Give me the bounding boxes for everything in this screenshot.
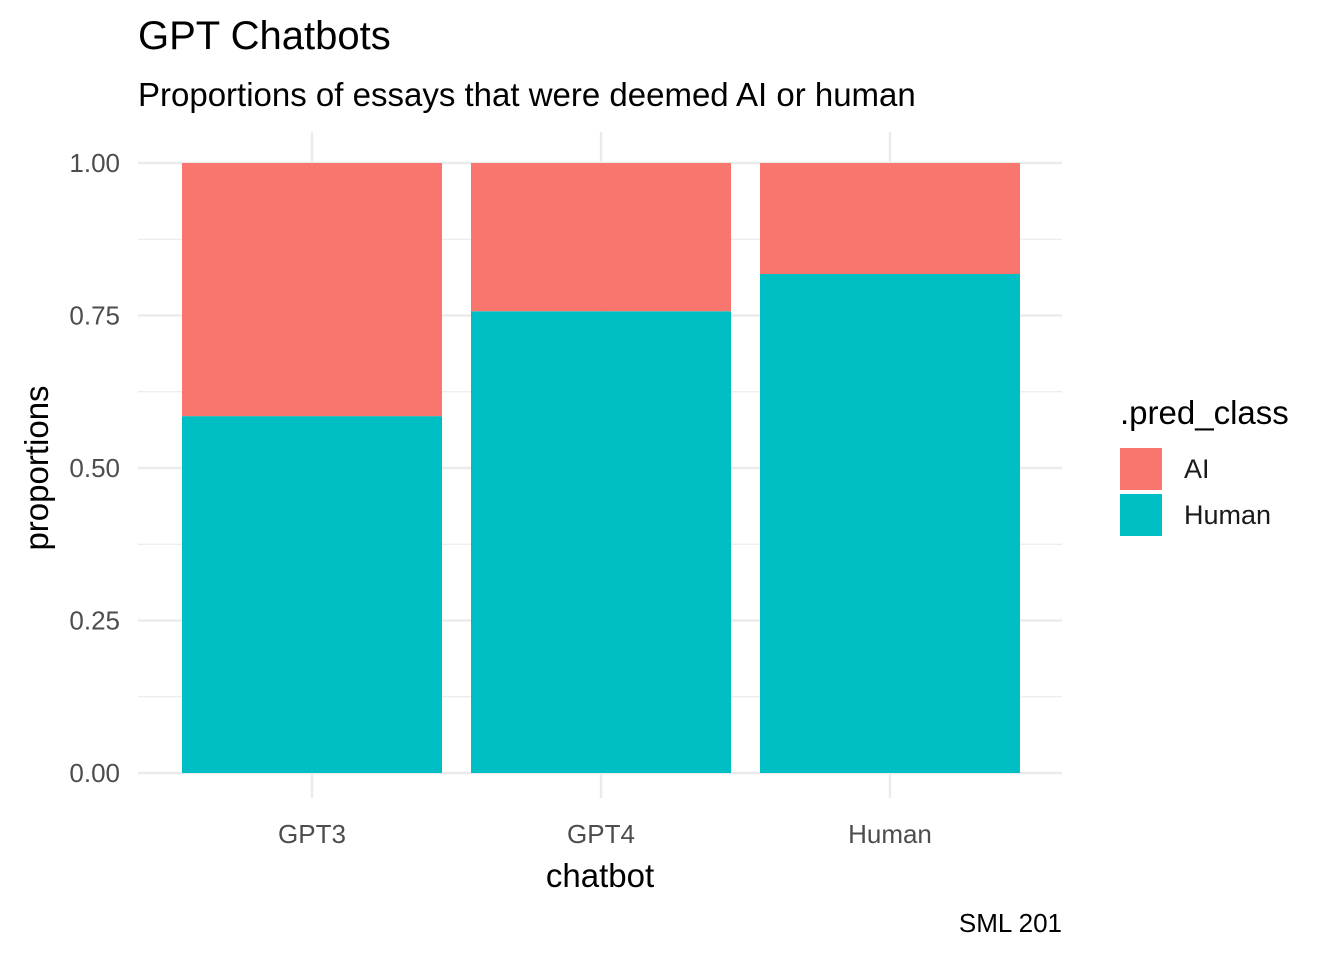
legend-label: Human [1184, 499, 1272, 530]
bar-ai-gpt4 [471, 163, 731, 312]
bar-ai-gpt3 [182, 163, 442, 417]
legend-swatch [1120, 494, 1162, 536]
bar-human-human [760, 274, 1020, 773]
legend-label: AI [1184, 453, 1210, 484]
chart-title: GPT Chatbots [138, 14, 391, 58]
y-tick-label: 0.50 [69, 453, 120, 483]
x-tick-label: Human [848, 819, 932, 849]
y-tick-label: 0.75 [69, 301, 120, 331]
bar-human-gpt3 [182, 416, 442, 773]
legend-item-ai: AI [1120, 446, 1289, 492]
legend-item-human: Human [1120, 492, 1289, 538]
legend: .pred_class AI Human [1120, 394, 1289, 538]
x-tick-label: GPT4 [567, 819, 635, 849]
chart-subtitle: Proportions of essays that were deemed A… [138, 76, 916, 113]
legend-swatch [1120, 448, 1162, 490]
y-tick-label: 1.00 [69, 148, 120, 178]
bar-ai-human [760, 163, 1020, 275]
y-tick-label: 0.25 [69, 606, 120, 636]
x-tick-label: GPT3 [278, 819, 346, 849]
x-axis-label: chatbot [546, 857, 654, 894]
chart-caption: SML 201 [958, 908, 1062, 938]
y-axis-label: proportions [18, 385, 55, 550]
legend-title: .pred_class [1120, 394, 1289, 431]
y-tick-label: 0.00 [69, 758, 120, 788]
bar-human-gpt4 [471, 311, 731, 773]
